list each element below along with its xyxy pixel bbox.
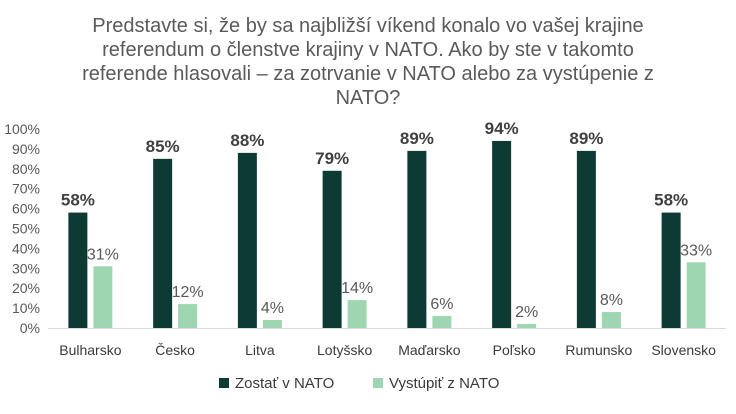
x-category-label: Maďarsko	[398, 342, 461, 358]
data-label-zostat: 58%	[654, 191, 688, 210]
legend-label-vystupit: Vystúpiť z NATO	[389, 375, 499, 392]
y-tick-label: 10%	[12, 300, 40, 316]
data-label-vystupit: 4%	[261, 300, 284, 317]
y-tick-label: 90%	[12, 141, 40, 157]
y-axis: 0% 10% 20% 30% 40% 50% 60% 70% 80% 90% 100%	[4, 121, 40, 336]
data-label-zostat: 85%	[146, 137, 180, 156]
bar-zostat	[407, 150, 427, 328]
data-label-zostat: 89%	[569, 129, 603, 148]
chart-title-line-4: NATO?	[336, 87, 401, 109]
data-label-zostat: 88%	[230, 131, 264, 150]
x-category-label: Poľsko	[493, 342, 536, 358]
y-tick-label: 60%	[12, 201, 40, 217]
bar-zostat	[153, 158, 173, 328]
x-category-label: Slovensko	[651, 342, 716, 358]
legend-label-zostat: Zostať v NATO	[235, 375, 334, 392]
data-label-zostat: 89%	[400, 129, 434, 148]
data-label-vystupit: 31%	[87, 246, 119, 263]
bar-vystupit	[432, 316, 452, 328]
y-tick-label: 0%	[20, 320, 40, 336]
chart-title-line-3: referende hlasovali – za zotrvanie v NAT…	[82, 63, 654, 85]
y-tick-label: 20%	[12, 280, 40, 296]
bar-vystupit	[262, 320, 282, 328]
bar-zostat	[661, 212, 681, 328]
plot-area: 58% 31% 85% 12% 88% 4% 79% 14% 89% 6% 94% 2% 89% 8% 58…	[61, 119, 712, 328]
data-label-zostat: 58%	[61, 191, 95, 210]
data-label-vystupit: 33%	[680, 242, 712, 259]
y-tick-label: 50%	[12, 221, 40, 237]
x-category-label: Bulharsko	[59, 342, 121, 358]
bar-vystupit	[601, 312, 621, 328]
bar-vystupit	[178, 304, 198, 328]
bar-vystupit	[686, 262, 706, 328]
y-tick-label: 40%	[12, 240, 40, 256]
y-tick-label: 100%	[4, 121, 40, 137]
legend-swatch-zostat	[219, 378, 229, 388]
data-label-vystupit: 6%	[430, 296, 453, 313]
data-label-zostat: 94%	[485, 119, 519, 138]
legend: Zostať v NATO Vystúpiť z NATO	[219, 375, 499, 392]
bar-zostat	[237, 152, 257, 328]
y-tick-label: 30%	[12, 260, 40, 276]
x-category-label: Česko	[155, 342, 195, 358]
bar-vystupit	[93, 266, 113, 328]
x-category-label: Litva	[245, 342, 275, 358]
y-tick-label: 80%	[12, 161, 40, 177]
x-axis: Bulharsko Česko Litva Lotyšsko Maďarsko Poľsk…	[48, 328, 726, 358]
bar-zostat	[68, 212, 88, 328]
bar-zostat	[322, 170, 342, 328]
data-label-zostat: 79%	[315, 149, 349, 168]
x-category-label: Lotyšsko	[317, 342, 372, 358]
data-label-vystupit: 8%	[600, 292, 623, 309]
data-label-vystupit: 12%	[172, 284, 204, 301]
bar-zostat	[576, 150, 596, 328]
data-label-vystupit: 2%	[515, 304, 538, 321]
y-tick-label: 70%	[12, 181, 40, 197]
bar-zostat	[492, 140, 512, 328]
bar-vystupit	[347, 300, 367, 328]
data-label-vystupit: 14%	[341, 280, 373, 297]
legend-swatch-vystupit	[373, 378, 383, 388]
x-category-label: Rumunsko	[565, 342, 632, 358]
chart-title: Predstavte si, že by sa najbližší víkend…	[82, 15, 654, 109]
bar-vystupit	[517, 324, 537, 328]
chart-title-line-1: Predstavte si, že by sa najbližší víkend…	[92, 15, 643, 37]
chart-title-line-2: referendum o členstve krajiny v NATO. Ak…	[102, 39, 634, 61]
